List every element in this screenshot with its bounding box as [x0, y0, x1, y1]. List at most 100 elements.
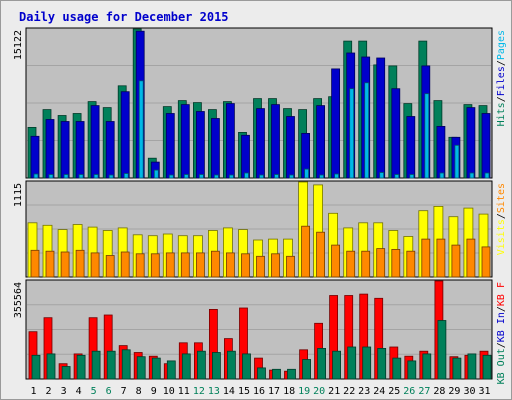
bar-pages-day-13: [213, 174, 219, 179]
bar-pages-day-4: [78, 174, 84, 179]
bar-pages-day-29: [454, 144, 460, 179]
bar-files-day-6: [105, 121, 115, 179]
bar-kb-out-day-16: [257, 367, 266, 380]
x-tick-label-30: 30: [463, 386, 475, 397]
bar-pages-day-21: [334, 173, 340, 179]
bar-files-day-1: [30, 135, 40, 179]
bar-pages-day-28: [439, 172, 445, 179]
legend-kb-out: KB Out: [496, 348, 507, 384]
bar-sites-day-18: [286, 255, 295, 278]
bar-pages-day-20: [319, 174, 325, 179]
series-files: [30, 30, 491, 179]
legend-sites-visits: Visits/Sites: [496, 183, 507, 255]
bar-kb-out-day-9: [151, 357, 161, 380]
bar-files-day-17: [271, 104, 280, 179]
series-pages: [33, 80, 490, 179]
bar-sites-day-10: [165, 252, 175, 278]
bar-kb-out-day-18: [287, 368, 296, 380]
bar-pages-day-3: [63, 174, 69, 179]
bar-sites-day-26: [406, 250, 416, 278]
bar-kb-out-day-11: [181, 353, 191, 380]
bar-sites-day-14: [225, 252, 235, 278]
bar-sites-day-5: [90, 252, 100, 278]
bar-files-day-31: [481, 113, 491, 179]
bar-sites-day-22: [346, 250, 356, 278]
x-tick-label-15: 15: [238, 386, 250, 397]
legend-hits: Hits: [496, 102, 507, 126]
bar-files-day-26: [406, 116, 416, 179]
x-tick-label-10: 10: [163, 386, 175, 397]
legend-visits: Visits: [496, 219, 507, 255]
bar-pages-day-9: [153, 169, 159, 179]
legend-separator: /: [496, 96, 507, 102]
legend-separator: /: [496, 213, 507, 219]
bar-kb-out-day-1: [31, 354, 41, 380]
x-tick-label-18: 18: [283, 386, 295, 397]
bar-pages-day-2: [48, 174, 54, 179]
bar-sites-day-15: [241, 253, 250, 278]
legend-kb-in: KB In: [496, 312, 507, 342]
bar-sites-day-28: [436, 238, 446, 278]
bar-sites-day-31: [481, 246, 491, 278]
x-tick-label-22: 22: [343, 386, 355, 397]
y-max-label: 1115: [13, 183, 24, 207]
bar-pages-day-16: [259, 174, 264, 179]
x-tick-label-1: 1: [30, 386, 36, 397]
x-tick-label-31: 31: [478, 386, 490, 397]
x-tick-label-24: 24: [373, 386, 385, 397]
bar-files-day-16: [256, 108, 265, 179]
bar-pages-day-24: [379, 172, 385, 179]
bar-pages-day-26: [409, 174, 415, 179]
bar-sites-day-21: [331, 244, 341, 278]
bar-pages-day-5: [93, 174, 99, 179]
bar-files-day-18: [286, 116, 295, 179]
x-tick-label-25: 25: [388, 386, 400, 397]
bar-pages-day-19: [304, 168, 310, 179]
bar-sites-day-27: [421, 238, 431, 278]
x-tick-label-3: 3: [61, 386, 67, 397]
legend-files: Files: [496, 66, 507, 96]
bar-kb-out-day-23: [362, 346, 372, 380]
x-tick-label-9: 9: [151, 386, 157, 397]
legend-kb: KB Out/KB In/KB F: [496, 282, 507, 384]
bar-kb-out-day-3: [61, 366, 71, 380]
bar-kb-out-day-19: [302, 359, 312, 380]
bar-kb-out-day-5: [91, 350, 101, 380]
x-tick-label-4: 4: [76, 386, 82, 397]
bar-kb-out-day-20: [317, 347, 327, 380]
bar-pages-day-17: [274, 174, 279, 179]
bar-sites-day-19: [301, 225, 311, 278]
bar-files-day-7: [120, 91, 130, 179]
x-tick-label-7: 7: [121, 386, 127, 397]
bar-sites-day-2: [45, 250, 55, 278]
bar-sites-day-8: [135, 253, 145, 278]
bar-kb-out-day-25: [392, 357, 402, 380]
bar-pages-day-27: [424, 93, 430, 179]
bar-pages-day-8: [138, 80, 144, 179]
series-kb-out: [31, 320, 492, 380]
x-axis-labels: 1 2 3 4 5 6 7 8 9 10 11 12 13 14 15 16 17 18 19 20 21 22 23 24 2…: [30, 386, 490, 397]
bar-files-day-30: [466, 107, 476, 179]
bar-sites-day-7: [120, 251, 130, 278]
bar-sites-day-6: [105, 255, 115, 278]
bar-sites-day-1: [30, 249, 40, 278]
bar-kb-out-day-31: [482, 354, 492, 380]
bar-files-day-11: [180, 104, 190, 179]
x-tick-label-11: 11: [178, 386, 190, 397]
bar-pages-day-31: [484, 172, 490, 179]
bar-sites-day-13: [210, 250, 220, 278]
bar-sites-day-30: [466, 238, 476, 278]
legend-kb-f: KB F: [496, 282, 507, 306]
bar-kb-out-day-10: [166, 360, 176, 380]
x-tick-label-14: 14: [223, 386, 235, 397]
bar-files-day-25: [391, 88, 401, 179]
bar-pages-day-15: [244, 172, 249, 179]
bar-files-day-21: [331, 68, 341, 179]
bar-sites-day-9: [150, 253, 160, 278]
bar-pages-day-14: [228, 174, 234, 179]
bar-kb-out-day-27: [422, 353, 432, 380]
bar-sites-day-12: [195, 252, 205, 278]
legend-separator: /: [496, 342, 507, 348]
bar-pages-day-11: [183, 174, 189, 179]
